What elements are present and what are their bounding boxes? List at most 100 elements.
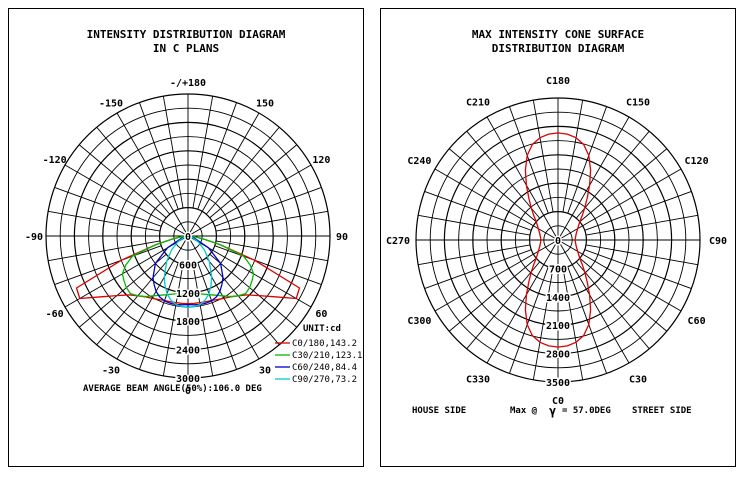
unit-label: UNIT:cd bbox=[303, 324, 341, 334]
title-line: INTENSITY DISTRIBUTION DIAGRAM bbox=[87, 28, 286, 41]
angle-label: C210 bbox=[466, 97, 490, 108]
grid-spoke bbox=[532, 100, 554, 213]
radial-tick-label: 1200 bbox=[176, 289, 200, 300]
left-panel: INTENSITY DISTRIBUTION DIAGRAM IN C PLANS… bbox=[8, 8, 364, 467]
grid-spoke bbox=[215, 240, 328, 262]
legend-label: C90/270,73.2 bbox=[292, 375, 357, 385]
grid-spoke bbox=[64, 164, 189, 237]
angle-label: C270 bbox=[386, 236, 410, 247]
grid-spoke bbox=[562, 267, 584, 380]
grid-spoke bbox=[532, 267, 554, 380]
angle-label: 30 bbox=[259, 365, 271, 376]
grid-spoke bbox=[567, 266, 607, 374]
grid-spoke bbox=[139, 102, 179, 210]
grid-spoke bbox=[562, 100, 584, 213]
grid-spoke bbox=[116, 112, 189, 237]
grid-spoke bbox=[187, 235, 260, 360]
grid-spoke bbox=[162, 263, 184, 376]
angle-label: -/+180 bbox=[170, 78, 206, 89]
angle-label: C120 bbox=[685, 156, 709, 167]
angle-label: C330 bbox=[466, 375, 490, 386]
grid-spoke bbox=[96, 126, 171, 215]
grid-spoke bbox=[197, 102, 237, 210]
title-line: DISTRIBUTION DIAGRAM bbox=[492, 42, 625, 55]
series-curve bbox=[121, 235, 255, 298]
angle-label: C300 bbox=[407, 316, 431, 327]
grid-spoke bbox=[579, 257, 668, 332]
beam-angle-footer: AVERAGE BEAM ANGLE(50%):106.0 DEG bbox=[83, 384, 262, 394]
grid-spoke bbox=[78, 253, 167, 328]
radial-tick-label: 700 bbox=[549, 264, 567, 275]
angle-label: 90 bbox=[336, 232, 348, 243]
grid-spoke bbox=[557, 116, 630, 241]
grid-spoke bbox=[424, 191, 532, 231]
grid-spoke bbox=[162, 96, 184, 209]
series-curve bbox=[75, 235, 301, 305]
angle-label: C150 bbox=[626, 97, 650, 108]
grid-spoke bbox=[486, 116, 559, 241]
angle-label: 120 bbox=[312, 155, 330, 166]
grid-spoke bbox=[187, 112, 260, 237]
grid-spoke bbox=[509, 266, 549, 374]
radial-tick-label: 3000 bbox=[176, 374, 200, 385]
angle-label: -150 bbox=[99, 99, 123, 110]
house-side-label: HOUSE SIDE bbox=[412, 406, 466, 416]
angle-label: -120 bbox=[43, 155, 67, 166]
max-angle-value: = 57.0DEG bbox=[562, 406, 611, 416]
grid-spoke bbox=[54, 245, 162, 285]
radial-tick-label: 3500 bbox=[546, 378, 570, 389]
grid-spoke bbox=[424, 249, 532, 289]
angle-label: -60 bbox=[46, 309, 64, 320]
grid-spoke bbox=[192, 96, 214, 209]
grid-spoke bbox=[575, 261, 650, 350]
angle-label: -30 bbox=[102, 365, 120, 376]
grid-spoke bbox=[48, 240, 161, 262]
grid-spoke bbox=[418, 214, 531, 236]
angle-label: 150 bbox=[256, 99, 274, 110]
radial-tick-label: 0 bbox=[185, 232, 191, 243]
series-curve bbox=[163, 235, 213, 309]
grid-spoke bbox=[116, 235, 189, 360]
angle-label: 0 bbox=[185, 386, 191, 397]
grid-spoke bbox=[209, 253, 298, 328]
grid-spoke bbox=[584, 191, 692, 231]
grid-spoke bbox=[187, 164, 312, 237]
panel-frame bbox=[8, 8, 364, 467]
gamma-symbol: γ bbox=[549, 404, 556, 418]
radial-tick-label: 2800 bbox=[546, 350, 570, 361]
angle-label: -90 bbox=[25, 232, 43, 243]
angle-label: 60 bbox=[315, 309, 327, 320]
grid-spoke bbox=[418, 244, 531, 266]
grid-spoke bbox=[139, 262, 179, 370]
grid-spoke bbox=[584, 249, 692, 289]
angle-label: C0 bbox=[552, 396, 564, 407]
radial-tick-label: 1400 bbox=[546, 293, 570, 304]
series-curve bbox=[152, 235, 224, 306]
grid-spoke bbox=[96, 257, 171, 346]
grid-spoke bbox=[466, 130, 541, 219]
series-curve bbox=[524, 132, 592, 348]
title-line: MAX INTENSITY CONE SURFACE bbox=[472, 28, 644, 41]
right-panel: MAX INTENSITY CONE SURFACE DISTRIBUTION D… bbox=[380, 8, 736, 467]
angle-label: C240 bbox=[407, 156, 431, 167]
legend-label: C60/240,84.4 bbox=[292, 363, 357, 373]
radial-tick-label: 600 bbox=[179, 260, 197, 271]
angle-label: C60 bbox=[688, 316, 706, 327]
radial-tick-label: 1800 bbox=[176, 317, 200, 328]
angle-label: C30 bbox=[629, 375, 647, 386]
grid-spoke bbox=[205, 126, 280, 215]
radial-tick-label: 0 bbox=[555, 236, 561, 247]
radial-tick-label: 2400 bbox=[176, 346, 200, 357]
angle-label: C180 bbox=[546, 76, 570, 87]
grid-spoke bbox=[567, 106, 607, 214]
legend-label: C30/210,123.1 bbox=[292, 351, 362, 361]
grid-spoke bbox=[78, 144, 167, 219]
grid-spoke bbox=[486, 239, 559, 364]
grid-spoke bbox=[197, 262, 237, 370]
angle-label: C90 bbox=[709, 236, 727, 247]
street-side-label: STREET SIDE bbox=[632, 406, 692, 416]
grid-spoke bbox=[585, 244, 698, 266]
grid-spoke bbox=[205, 257, 280, 346]
grid-spoke bbox=[192, 263, 214, 376]
title-line: IN C PLANS bbox=[153, 42, 219, 55]
